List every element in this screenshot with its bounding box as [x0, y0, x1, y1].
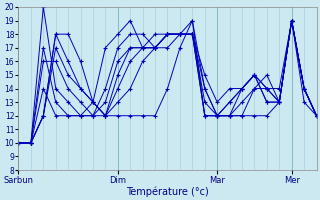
X-axis label: Température (°c): Température (°c) — [126, 186, 209, 197]
